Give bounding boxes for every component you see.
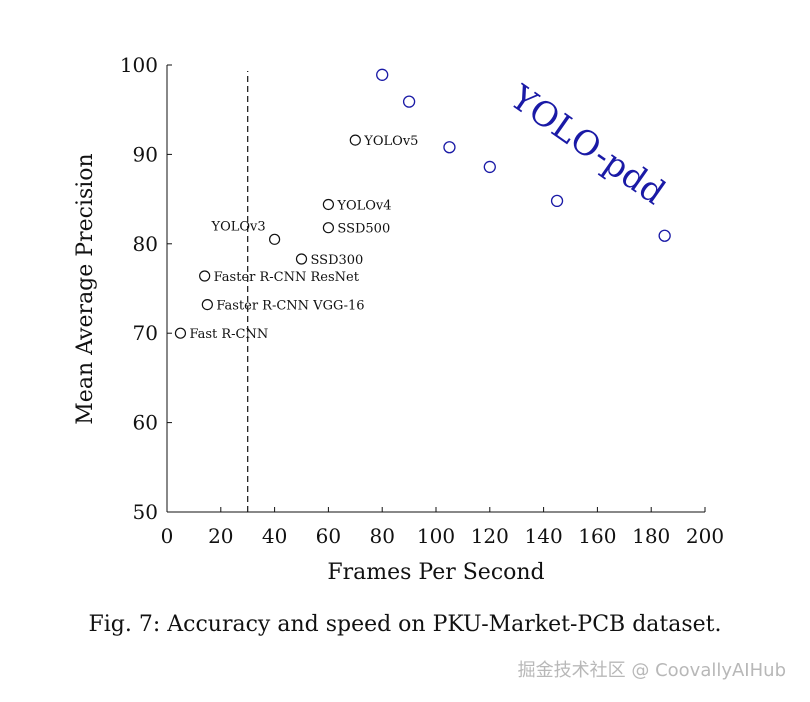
x-tick-label: 0	[161, 524, 174, 548]
watermark: 掘金技术社区 @ CoovallyAIHub	[517, 660, 786, 681]
data-point	[322, 222, 334, 234]
x-tick-label: 180	[632, 524, 670, 548]
data-point	[269, 233, 281, 245]
x-tick-label: 160	[578, 524, 616, 548]
y-tick-label: 100	[120, 53, 158, 77]
series-point-yolo-pdd	[443, 141, 456, 154]
y-tick-label: 70	[133, 321, 158, 345]
series-label-yolo-pdd: YOLO-pdd	[502, 77, 672, 213]
point-label: Fast R-CNN	[189, 327, 268, 342]
marks: Fast R-CNN Faster R-CNN VGG-16 Faster R-CN…	[174, 68, 672, 342]
x-tick-label: 20	[208, 524, 233, 548]
y-axis-label: Mean Average Precision	[73, 153, 98, 424]
point-label: Faster R-CNN VGG-16	[216, 299, 364, 314]
data-point	[174, 327, 187, 339]
x-tick-label: 60	[316, 524, 341, 548]
series-point-yolo-pdd	[402, 95, 416, 108]
series-point-yolo-pdd	[376, 68, 389, 81]
x-tick-label: 140	[525, 524, 563, 548]
point-label: Faster R-CNN ResNet	[214, 270, 360, 285]
x-tick-label: 40	[262, 524, 287, 548]
point-label: YOLOv3	[211, 219, 266, 234]
series-point-yolo-pdd	[550, 194, 564, 208]
x-axis-label: Frames Per Second	[327, 560, 544, 585]
series-point-yolo-pdd	[483, 160, 496, 174]
data-point	[322, 198, 334, 211]
y-tick-label: 90	[133, 142, 158, 166]
data-point	[201, 298, 213, 311]
data-point	[199, 270, 211, 282]
scatter-chart: 0 20 40 60 80 100 120 140 160 180 200 50 60 70 80 90 100…	[73, 53, 724, 585]
y-tick-label: 50	[133, 500, 158, 524]
point-label: SSD300	[311, 253, 364, 268]
x-tick-label: 100	[417, 524, 455, 548]
figure-caption: Fig. 7: Accuracy and speed on PKU-Market…	[88, 612, 722, 637]
point-label: SSD500	[337, 222, 390, 237]
data-point	[349, 134, 361, 146]
x-tick-label: 200	[686, 524, 724, 548]
point-label: YOLOv4	[336, 198, 391, 213]
x-tick-label: 80	[369, 524, 394, 548]
y-tick-label: 60	[133, 411, 158, 435]
data-point	[295, 253, 308, 265]
point-label: YOLOv5	[363, 134, 418, 149]
axes: 0 20 40 60 80 100 120 140 160 180 200 50 60 70 80 90 100	[120, 53, 724, 548]
x-tick-label: 120	[471, 524, 509, 548]
series-point-yolo-pdd	[658, 229, 671, 242]
y-tick-label: 80	[133, 232, 158, 256]
